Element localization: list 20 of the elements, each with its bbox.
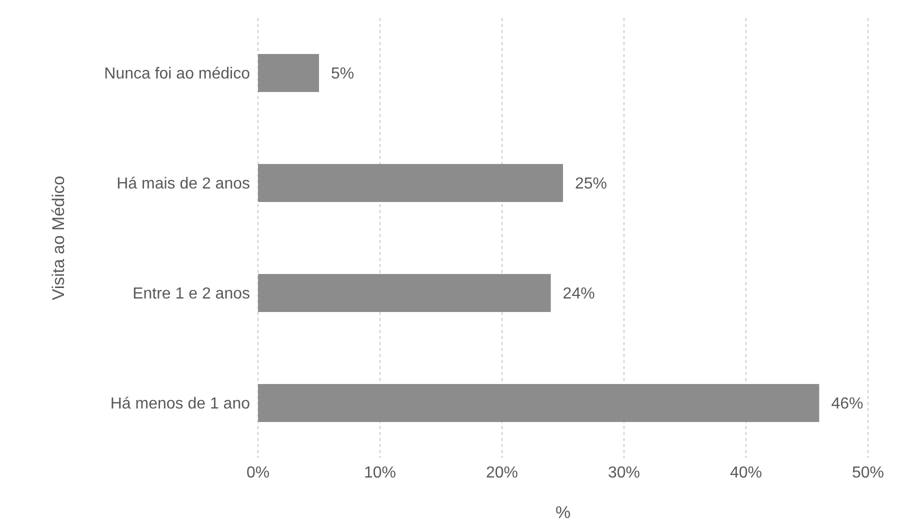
bar [258, 274, 551, 312]
data-label: 25% [575, 176, 608, 193]
x-tick-label: 40% [730, 464, 762, 482]
x-axis-title: % [555, 503, 571, 522]
y-tick-label: Há mais de 2 anos [116, 176, 250, 193]
data-label: 24% [562, 286, 595, 303]
y-axis-title: Visita ao Médico [49, 176, 68, 300]
x-tick-label: 30% [608, 464, 640, 482]
bar [258, 54, 319, 92]
bar [258, 164, 563, 202]
x-tick-label: 20% [486, 464, 518, 482]
data-label: 5% [331, 66, 354, 83]
y-tick-label: Há menos de 1 ano [110, 396, 250, 413]
x-tick-label: 10% [364, 464, 396, 482]
x-tick-label: 50% [852, 464, 884, 482]
bar [258, 384, 820, 422]
x-tick-label: 0% [246, 464, 270, 482]
data-label: 46% [831, 396, 864, 413]
y-tick-label: Entre 1 e 2 anos [132, 286, 250, 303]
y-tick-label: Nunca foi ao médico [104, 66, 250, 83]
